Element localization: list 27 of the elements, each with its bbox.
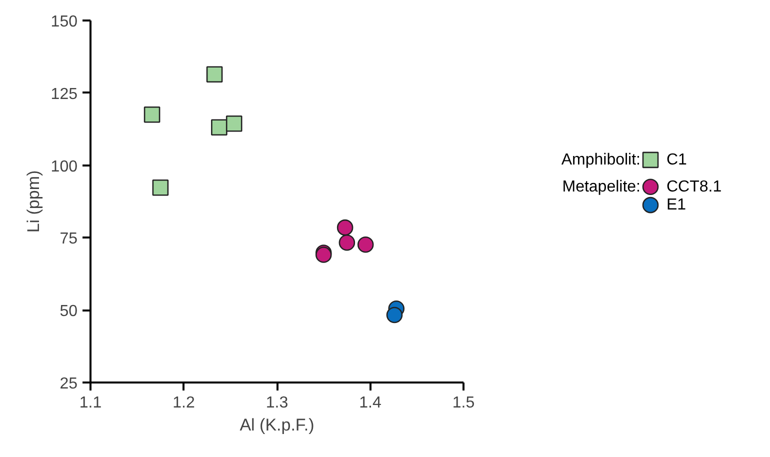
point xyxy=(357,236,374,253)
point xyxy=(338,234,356,251)
y-tick-label: 75 xyxy=(60,230,78,248)
x-axis-title: Al (K.p.F.) xyxy=(240,416,314,434)
text: Amphibolit: xyxy=(561,151,641,168)
y-tick-label: 150 xyxy=(50,14,78,30)
legend-label: CCT8.1 xyxy=(666,178,722,196)
y-tick-label: 125 xyxy=(50,86,78,103)
point xyxy=(226,115,242,132)
y-tick-label: 50 xyxy=(60,303,78,320)
y-tick-label: 25 xyxy=(60,376,78,392)
x-tick-label: 1.4 xyxy=(359,394,382,412)
point xyxy=(211,119,228,136)
text: Metapelite: xyxy=(562,178,640,196)
x-tick-label: 1.5 xyxy=(452,394,475,412)
x-tick-label: 1.1 xyxy=(79,394,102,412)
x-tick-label: 1.3 xyxy=(266,394,288,412)
y-axis-title: Li (ppm) xyxy=(24,170,43,233)
point xyxy=(144,106,160,123)
point xyxy=(336,219,354,236)
y-tick-label: 100 xyxy=(50,158,78,176)
x-tick-label: 1.2 xyxy=(172,394,195,412)
legend-label: E1 xyxy=(666,196,686,214)
point xyxy=(386,306,403,324)
point xyxy=(206,66,223,83)
point xyxy=(152,179,169,196)
legend-label: C1 xyxy=(666,151,688,168)
